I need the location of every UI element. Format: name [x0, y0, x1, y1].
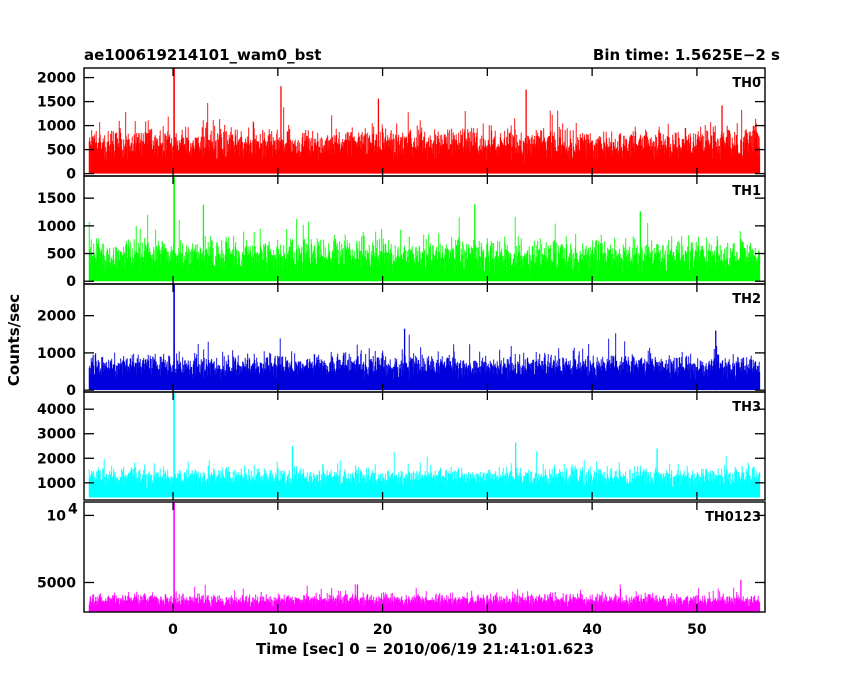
- series-th3: [88, 451, 761, 498]
- ytick-label-th3-1: 2000: [37, 451, 76, 467]
- ytick-label-th3-0: 1000: [37, 476, 76, 492]
- xtick-label-5: 50: [687, 622, 707, 638]
- ytick-label-th2-2: 2000: [37, 309, 76, 325]
- panel-label-th2: TH2: [732, 292, 761, 307]
- ytick-label-th0-0: 0: [66, 167, 76, 183]
- panel-th1: TH1 0 500 1000 1500: [37, 175, 766, 290]
- panel-label-th1: TH1: [732, 184, 761, 199]
- panel-label-th0123: TH0123: [705, 510, 761, 525]
- ytick-exp-th0123-1: 4: [68, 501, 78, 517]
- ytick-label-th3-3: 4000: [37, 402, 76, 418]
- ytick-label-th3-2: 3000: [37, 427, 76, 443]
- ytick-label-th0-2: 1000: [37, 119, 76, 135]
- xtick-label-0: 0: [168, 622, 178, 638]
- panel-th2: TH2 0 1000 2000: [37, 283, 766, 399]
- ytick-label-th0-4: 2000: [37, 71, 76, 87]
- y-axis-label: Counts/sec: [5, 294, 23, 386]
- panels-group: TH00500100015002000TH1050010001500TH2010…: [37, 67, 766, 638]
- panel-frame-th3: [83, 391, 766, 501]
- ytick-label-th2-1: 1000: [37, 346, 76, 362]
- ytick-label-th0-1: 500: [47, 143, 76, 159]
- xtick-label-1: 10: [268, 622, 288, 638]
- xtick-label-3: 30: [478, 622, 498, 638]
- xtick-label-2: 20: [373, 622, 393, 638]
- ytick-label-th1-3: 1500: [37, 191, 76, 207]
- panel-frame-th0123: [83, 501, 766, 613]
- panel-label-th3: TH3: [732, 400, 761, 415]
- panel-th0: TH0 0 500 1000 1500 2000: [37, 67, 766, 183]
- panel-th3: TH3 1000 2000 3000 4000: [37, 391, 766, 501]
- ytick-label-th0123-1: 10: [47, 508, 67, 524]
- panel-label-th0: TH0: [732, 76, 761, 91]
- bin-time-label: Bin time: 1.5625E−2 s: [593, 46, 780, 64]
- series-th0123: [88, 584, 761, 612]
- ytick-label-th1-1: 500: [47, 247, 76, 263]
- ytick-label-th1-0: 0: [66, 274, 76, 290]
- ytick-label-th0-3: 1500: [37, 95, 76, 111]
- ytick-label-th0123-0: 5000: [37, 575, 76, 591]
- xtick-label-4: 40: [582, 622, 602, 638]
- series-th2: [88, 333, 761, 391]
- series-th1: [88, 214, 761, 282]
- chart-title: ae100619214101_wam0_bst: [84, 46, 321, 64]
- x-axis-label: Time [sec] 0 = 2010/06/19 21:41:01.623: [256, 640, 594, 658]
- ytick-label-th2-0: 0: [66, 383, 76, 399]
- ytick-label-th1-2: 1000: [37, 219, 76, 235]
- series-th0: [88, 103, 761, 174]
